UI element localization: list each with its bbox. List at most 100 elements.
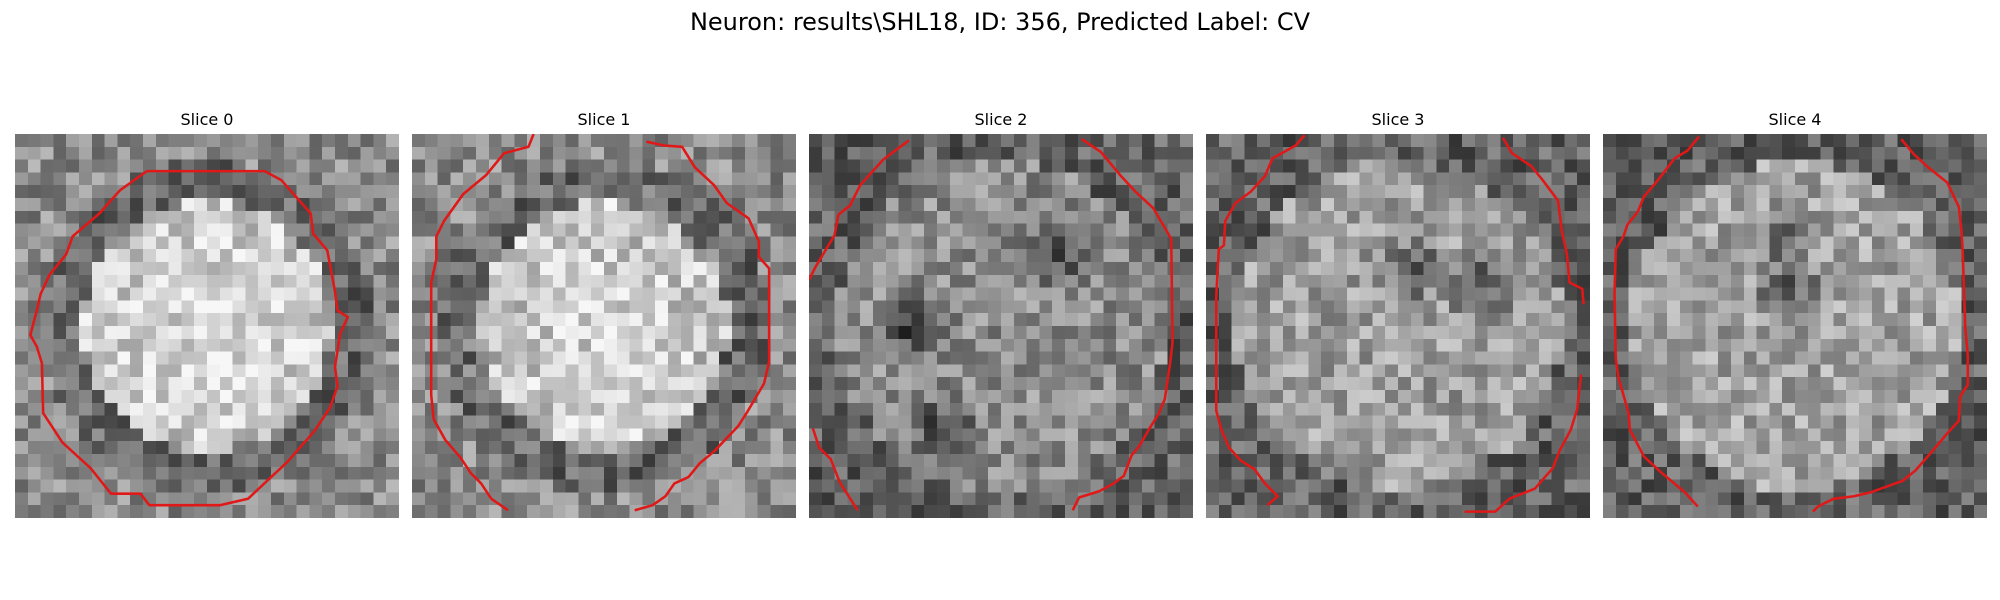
pixel-cell bbox=[937, 338, 951, 352]
pixel-cell bbox=[1436, 402, 1450, 416]
pixel-cell bbox=[181, 274, 195, 288]
pixel-cell bbox=[66, 364, 80, 378]
pixel-cell bbox=[347, 236, 361, 250]
pixel-cell bbox=[181, 377, 195, 391]
pixel-cell bbox=[1756, 351, 1770, 365]
pixel-cell bbox=[1615, 338, 1629, 352]
pixel-cell bbox=[1334, 262, 1348, 276]
pixel-cell bbox=[194, 159, 208, 173]
pixel-cell bbox=[181, 313, 195, 327]
pixel-cell bbox=[1321, 223, 1335, 237]
pixel-cell bbox=[937, 428, 951, 442]
pixel-cell bbox=[1961, 146, 1975, 160]
pixel-cell bbox=[219, 466, 233, 480]
pixel-cell bbox=[1449, 505, 1463, 518]
pixel-cell bbox=[1154, 313, 1168, 327]
pixel-cell bbox=[450, 351, 464, 365]
pixel-cell bbox=[1474, 172, 1488, 186]
pixel-cell bbox=[937, 249, 951, 263]
pixel-cell bbox=[642, 159, 656, 173]
pixel-cell bbox=[181, 223, 195, 237]
pixel-cell bbox=[1372, 428, 1386, 442]
pixel-cell bbox=[322, 428, 336, 442]
pixel-cell bbox=[527, 454, 541, 468]
pixel-cell bbox=[207, 402, 221, 416]
pixel-cell bbox=[604, 377, 618, 391]
pixel-cell bbox=[1039, 210, 1053, 224]
pixel-cell bbox=[1948, 390, 1962, 404]
pixel-cell bbox=[1001, 134, 1015, 148]
pixel-cell bbox=[668, 313, 682, 327]
pixel-cell bbox=[309, 390, 323, 404]
pixel-cell bbox=[271, 505, 285, 518]
pixel-cell bbox=[1398, 326, 1412, 340]
pixel-cell bbox=[937, 159, 951, 173]
pixel-cell bbox=[296, 134, 310, 148]
pixel-cell bbox=[668, 134, 682, 148]
pixel-cell bbox=[809, 223, 823, 237]
pixel-cell bbox=[552, 198, 566, 212]
pixel-cell bbox=[1910, 351, 1924, 365]
pixel-cell bbox=[706, 249, 720, 263]
pixel-cell bbox=[898, 364, 912, 378]
pixel-cell bbox=[1372, 185, 1386, 199]
pixel-cell bbox=[924, 402, 938, 416]
pixel-cell bbox=[1244, 338, 1258, 352]
cell-contour bbox=[1071, 138, 1174, 511]
pixel-cell bbox=[360, 338, 374, 352]
pixel-cell bbox=[655, 210, 669, 224]
pixel-cell bbox=[1359, 492, 1373, 506]
pixel-cell bbox=[258, 159, 272, 173]
pixel-cell bbox=[296, 428, 310, 442]
slice-title-0: Slice 0 bbox=[180, 110, 234, 129]
pixel-cell bbox=[1500, 198, 1514, 212]
pixel-cell bbox=[360, 415, 374, 429]
pixel-cell bbox=[1871, 390, 1885, 404]
pixel-cell bbox=[424, 466, 438, 480]
pixel-cell bbox=[1487, 390, 1501, 404]
pixel-cell bbox=[1474, 313, 1488, 327]
pixel-cell bbox=[104, 146, 118, 160]
pixel-cell bbox=[1654, 454, 1668, 468]
pixel-cell bbox=[1538, 223, 1552, 237]
pixel-cell bbox=[1103, 159, 1117, 173]
pixel-cell bbox=[1052, 466, 1066, 480]
pixel-cell bbox=[668, 415, 682, 429]
pixel-cell bbox=[271, 415, 285, 429]
pixel-cell bbox=[1628, 249, 1642, 263]
pixel-cell bbox=[1692, 210, 1706, 224]
pixel-cell bbox=[616, 364, 630, 378]
pixel-cell bbox=[143, 262, 157, 276]
pixel-cell bbox=[1487, 415, 1501, 429]
pixel-cell bbox=[271, 236, 285, 250]
pixel-cell bbox=[1385, 172, 1399, 186]
pixel-cell bbox=[40, 198, 54, 212]
pixel-cell bbox=[79, 351, 93, 365]
pixel-cell bbox=[1564, 390, 1578, 404]
pixel-cell bbox=[104, 492, 118, 506]
pixel-cell bbox=[1654, 338, 1668, 352]
pixel-cell bbox=[1065, 134, 1079, 148]
pixel-cell bbox=[283, 351, 297, 365]
pixel-cell bbox=[437, 287, 451, 301]
pixel-cell bbox=[604, 159, 618, 173]
pixel-cell bbox=[1180, 300, 1193, 314]
pixel-cell bbox=[1782, 402, 1796, 416]
pixel-cell bbox=[552, 313, 566, 327]
pixel-cell bbox=[1410, 262, 1424, 276]
pixel-cell bbox=[1218, 198, 1232, 212]
pixel-cell bbox=[1001, 159, 1015, 173]
pixel-cell bbox=[873, 274, 887, 288]
pixel-cell bbox=[719, 287, 733, 301]
pixel-cell bbox=[1308, 415, 1322, 429]
pixel-cell bbox=[1974, 287, 1987, 301]
pixel-cell bbox=[680, 505, 694, 518]
pixel-cell bbox=[335, 223, 349, 237]
pixel-cell bbox=[693, 454, 707, 468]
pixel-cell bbox=[194, 402, 208, 416]
pixel-cell bbox=[898, 479, 912, 493]
pixel-cell bbox=[1474, 262, 1488, 276]
pixel-cell bbox=[79, 210, 93, 224]
pixel-cell bbox=[1500, 236, 1514, 250]
pixel-cell bbox=[15, 505, 29, 518]
